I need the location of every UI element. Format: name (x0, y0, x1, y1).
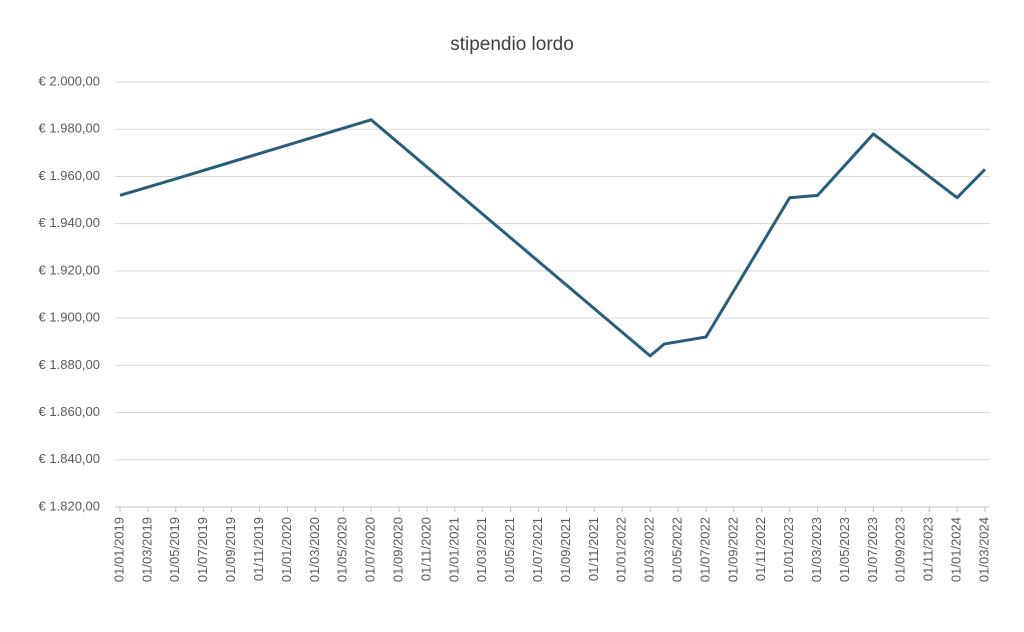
y-tick-label: € 1.880,00 (39, 357, 100, 372)
x-tick-label: 01/05/2021 (502, 517, 517, 582)
x-tick-label: 01/03/2024 (976, 517, 991, 582)
x-tick-label: 01/01/2019 (111, 517, 126, 582)
x-tick-label: 01/11/2022 (753, 517, 768, 581)
x-tick-label: 01/01/2022 (614, 517, 629, 582)
x-tick-label: 01/09/2023 (893, 517, 908, 582)
x-tick-label: 01/09/2019 (223, 517, 238, 582)
x-tick-label: 01/01/2024 (949, 517, 964, 582)
x-tick-label: 01/07/2020 (363, 517, 378, 582)
y-tick-label: € 1.900,00 (39, 310, 100, 325)
y-tick-label: € 1.980,00 (39, 121, 100, 136)
y-tick-label: € 1.920,00 (39, 262, 100, 277)
x-tick-label: 01/09/2021 (558, 517, 573, 582)
x-tick-label: 01/01/2020 (279, 517, 294, 582)
x-tick-label: 01/03/2020 (307, 517, 322, 582)
x-tick-label: 01/03/2021 (474, 517, 489, 582)
x-tick-label: 01/11/2023 (921, 517, 936, 581)
x-tick-label: 01/09/2020 (390, 517, 405, 582)
x-tick-label: 01/05/2020 (335, 517, 350, 582)
x-tick-label: 01/05/2023 (837, 517, 852, 582)
x-tick-label: 01/07/2019 (195, 517, 210, 582)
x-tick-label: 01/03/2023 (809, 517, 824, 582)
x-tick-label: 01/03/2019 (139, 517, 154, 582)
chart-title: stipendio lordo (450, 34, 574, 55)
y-tick-label: € 1.840,00 (39, 451, 100, 466)
x-tick-label: 01/07/2023 (865, 517, 880, 582)
x-tick-label: 01/01/2021 (446, 517, 461, 582)
x-tick-label: 01/05/2019 (167, 517, 182, 582)
x-tick-label: 01/09/2022 (725, 517, 740, 582)
x-tick-label: 01/03/2022 (642, 517, 657, 582)
y-tick-label: € 1.960,00 (39, 168, 100, 183)
x-tick-label: 01/11/2021 (586, 517, 601, 581)
y-tick-label: € 1.820,00 (39, 498, 100, 513)
data-line (119, 118, 987, 358)
y-tick-label: € 1.860,00 (39, 404, 100, 419)
x-tick-label: 01/01/2023 (781, 517, 796, 582)
x-tick-label: 01/11/2019 (251, 517, 266, 581)
y-tick-label: € 1.940,00 (39, 215, 100, 230)
x-tick-label: 01/05/2022 (670, 517, 685, 582)
x-tick-label: 01/07/2021 (530, 517, 545, 582)
x-tick-label: 01/07/2022 (697, 517, 712, 582)
x-tick-label: 01/11/2020 (418, 517, 433, 581)
y-tick-label: € 2.000,00 (39, 73, 100, 88)
